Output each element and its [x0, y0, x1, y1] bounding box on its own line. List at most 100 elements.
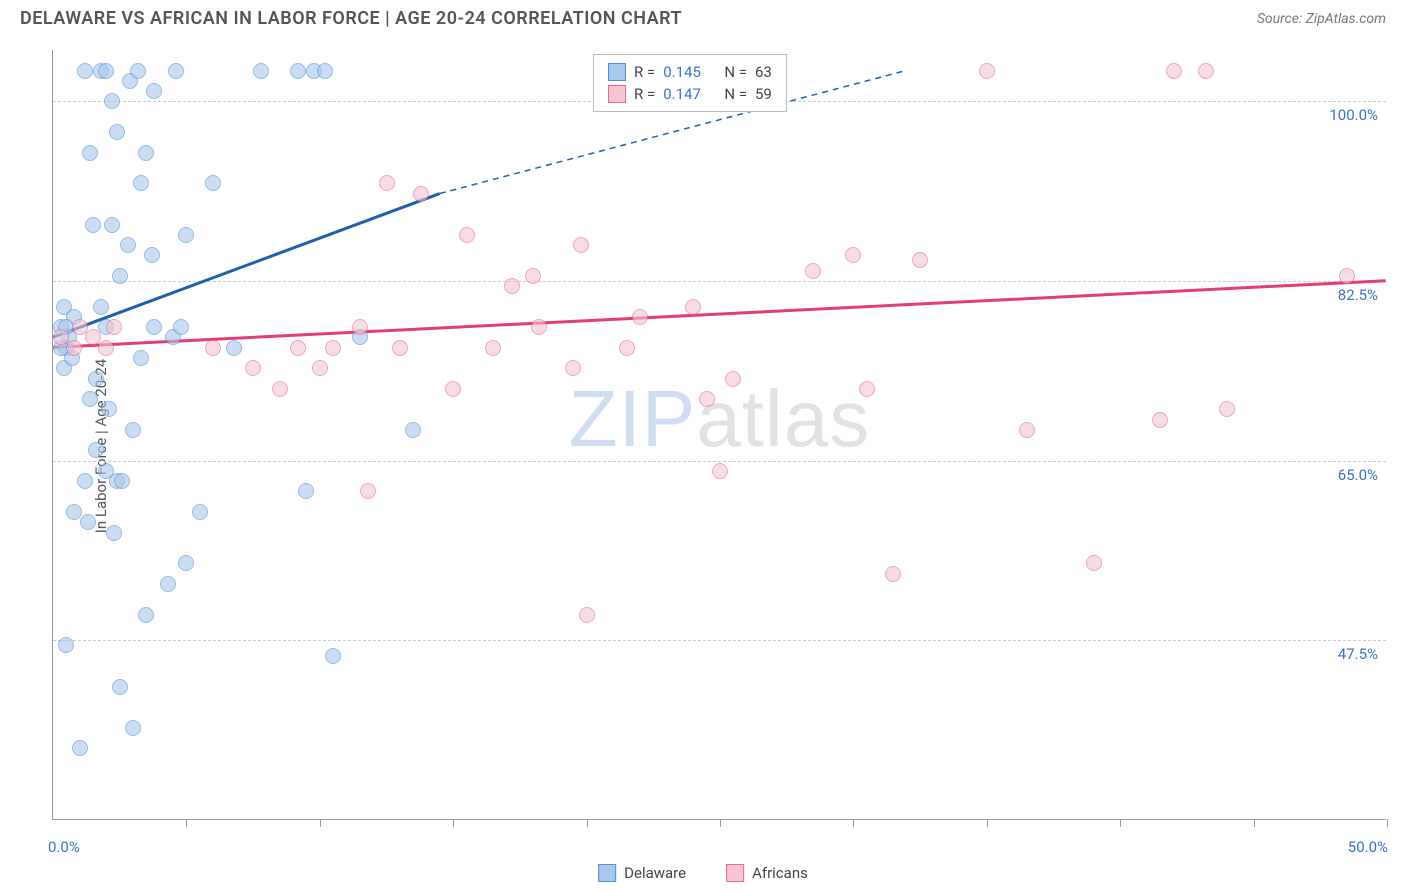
scatter-point — [1019, 422, 1035, 438]
legend-label-delaware: Delaware — [624, 864, 686, 882]
x-axis-min-label: 0.0% — [48, 838, 80, 856]
scatter-point — [312, 360, 328, 376]
gridline-h — [53, 461, 1386, 462]
gridline-h — [53, 281, 1386, 282]
scatter-point — [88, 442, 104, 458]
scatter-point — [72, 740, 88, 756]
scatter-point — [146, 83, 162, 99]
scatter-point — [253, 63, 269, 79]
scatter-point — [1086, 555, 1102, 571]
scatter-point — [58, 637, 74, 653]
x-tick — [853, 819, 854, 827]
scatter-point — [632, 309, 648, 325]
scatter-point — [699, 391, 715, 407]
scatter-point — [405, 422, 421, 438]
chart-title: DELAWARE VS AFRICAN IN LABOR FORCE | AGE… — [20, 8, 682, 29]
chart-container: DELAWARE VS AFRICAN IN LABOR FORCE | AGE… — [0, 0, 1406, 892]
scatter-point — [160, 576, 176, 592]
scatter-point — [325, 340, 341, 356]
scatter-point — [1198, 63, 1214, 79]
legend-row-delaware: R = 0.145 N = 63 — [608, 61, 772, 83]
scatter-point — [565, 360, 581, 376]
scatter-point — [912, 252, 928, 268]
scatter-point — [133, 350, 149, 366]
y-tick-label: 82.5% — [1338, 286, 1378, 304]
scatter-point — [205, 340, 221, 356]
scatter-point — [109, 124, 125, 140]
scatter-point — [392, 340, 408, 356]
scatter-point — [226, 340, 242, 356]
x-tick — [987, 819, 988, 827]
source-label: Source: ZipAtlas.com — [1257, 11, 1386, 27]
scatter-point — [125, 422, 141, 438]
scatter-point — [712, 463, 728, 479]
scatter-point — [98, 340, 114, 356]
scatter-point — [1152, 412, 1168, 428]
plot-area: ZIPatlas R = 0.145 N = 63 R = 0.147 N = … — [52, 50, 1386, 820]
scatter-point — [1166, 63, 1182, 79]
watermark-part2: atlas — [696, 374, 870, 463]
scatter-point — [352, 319, 368, 335]
scatter-point — [138, 607, 154, 623]
scatter-point — [85, 217, 101, 233]
watermark-part1: ZIP — [569, 374, 696, 463]
x-tick — [320, 819, 321, 827]
scatter-point — [413, 186, 429, 202]
scatter-point — [168, 63, 184, 79]
scatter-point — [1219, 401, 1235, 417]
x-tick — [1254, 819, 1255, 827]
y-tick-label: 100.0% — [1329, 106, 1378, 124]
scatter-point — [104, 93, 120, 109]
r-label: R = — [634, 63, 655, 81]
legend-swatch-africans — [608, 85, 626, 103]
scatter-point — [205, 175, 221, 191]
scatter-point — [290, 63, 306, 79]
scatter-point — [379, 175, 395, 191]
n-value-africans: 59 — [755, 85, 772, 103]
scatter-point — [146, 319, 162, 335]
scatter-point — [504, 278, 520, 294]
legend-item-delaware: Delaware — [598, 864, 686, 882]
scatter-point — [112, 268, 128, 284]
scatter-point — [77, 473, 93, 489]
scatter-point — [82, 145, 98, 161]
scatter-point — [979, 63, 995, 79]
scatter-point — [138, 145, 154, 161]
scatter-point — [101, 401, 117, 417]
scatter-point — [445, 381, 461, 397]
r-value-africans: 0.147 — [663, 85, 701, 103]
scatter-point — [88, 371, 104, 387]
watermark: ZIPatlas — [569, 373, 870, 465]
y-tick-label: 65.0% — [1338, 466, 1378, 484]
scatter-point — [112, 679, 128, 695]
series-legend: Delaware Africans — [598, 864, 808, 882]
legend-item-africans: Africans — [726, 864, 808, 882]
scatter-point — [360, 483, 376, 499]
scatter-point — [80, 514, 96, 530]
scatter-point — [845, 247, 861, 263]
scatter-point — [573, 237, 589, 253]
scatter-point — [459, 227, 475, 243]
scatter-point — [120, 237, 136, 253]
scatter-point — [66, 340, 82, 356]
scatter-point — [619, 340, 635, 356]
scatter-point — [93, 299, 109, 315]
x-tick — [587, 819, 588, 827]
x-axis-max-label: 50.0% — [1348, 838, 1388, 856]
scatter-point — [144, 247, 160, 263]
x-tick — [1387, 819, 1388, 827]
x-tick — [453, 819, 454, 827]
r-value-delaware: 0.145 — [663, 63, 701, 81]
legend-label-africans: Africans — [752, 864, 808, 882]
r-label: R = — [634, 85, 655, 103]
scatter-point — [272, 381, 288, 397]
legend-row-africans: R = 0.147 N = 59 — [608, 83, 772, 105]
y-tick-label: 47.5% — [1338, 645, 1378, 663]
x-tick — [186, 819, 187, 827]
header: DELAWARE VS AFRICAN IN LABOR FORCE | AGE… — [0, 0, 1406, 41]
correlation-legend: R = 0.145 N = 63 R = 0.147 N = 59 — [593, 54, 787, 112]
scatter-point — [325, 648, 341, 664]
x-tick — [720, 819, 721, 827]
scatter-point — [125, 720, 141, 736]
scatter-point — [98, 463, 114, 479]
